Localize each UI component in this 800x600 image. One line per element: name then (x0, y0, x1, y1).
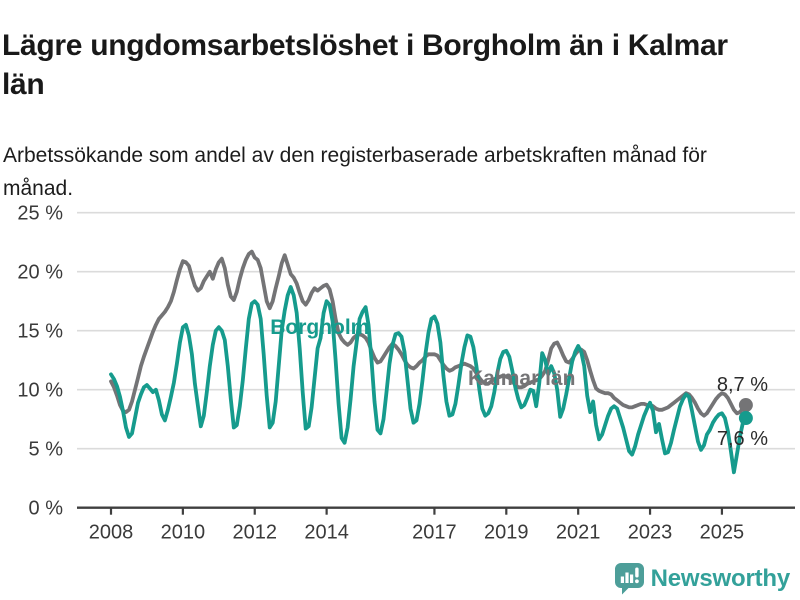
series-line-borgholm (109, 285, 748, 475)
x-axis-tick-label: 2023 (628, 522, 673, 544)
y-axis-tick-label: 5 % (29, 439, 64, 461)
series-name-label: Kalmar län (468, 367, 575, 390)
end-dot-borgholm (738, 411, 753, 426)
x-axis-tick-label: 2014 (304, 522, 349, 544)
x-axis-tick-label: 2008 (89, 522, 134, 544)
chart-subtitle: Arbetssökande som andel av den registerb… (3, 144, 707, 200)
x-axis-tick-label: 2010 (161, 522, 206, 544)
unemployment-line-chart: 25 % 20 % 15 % 10 % 5 % 0 % 2008 2010 2012 2014 20… (17, 203, 795, 544)
end-dot-kalmar-l-n (738, 398, 753, 413)
series-line-kalmar-l-n (109, 249, 748, 418)
series-name-label: Borgholm (270, 316, 369, 339)
newsworthy-icon (614, 563, 644, 595)
newsworthy-logo: Newsworthy (614, 563, 791, 595)
end-value-label: 8,7 % (717, 374, 768, 396)
x-axis-tick-label: 2025 (700, 522, 745, 544)
y-axis-tick-label: 20 % (17, 262, 63, 284)
y-axis-tick-label: 25 % (17, 203, 63, 225)
x-axis-tick-label: 2019 (484, 522, 529, 544)
chart-title: Lägre ungdomsarbetslöshet i Borgholm än … (2, 29, 728, 102)
x-axis-tick-label: 2012 (232, 522, 277, 544)
x-axis-tick-label: 2017 (412, 522, 457, 544)
y-axis-tick-label: 10 % (17, 380, 63, 402)
y-axis-tick-label: 15 % (17, 321, 63, 343)
newsworthy-wordmark: Newsworthy (650, 565, 791, 592)
y-axis-tick-label: 0 % (29, 498, 64, 520)
end-value-label: 7,6 % (717, 428, 768, 450)
x-axis-tick-label: 2021 (556, 522, 601, 544)
